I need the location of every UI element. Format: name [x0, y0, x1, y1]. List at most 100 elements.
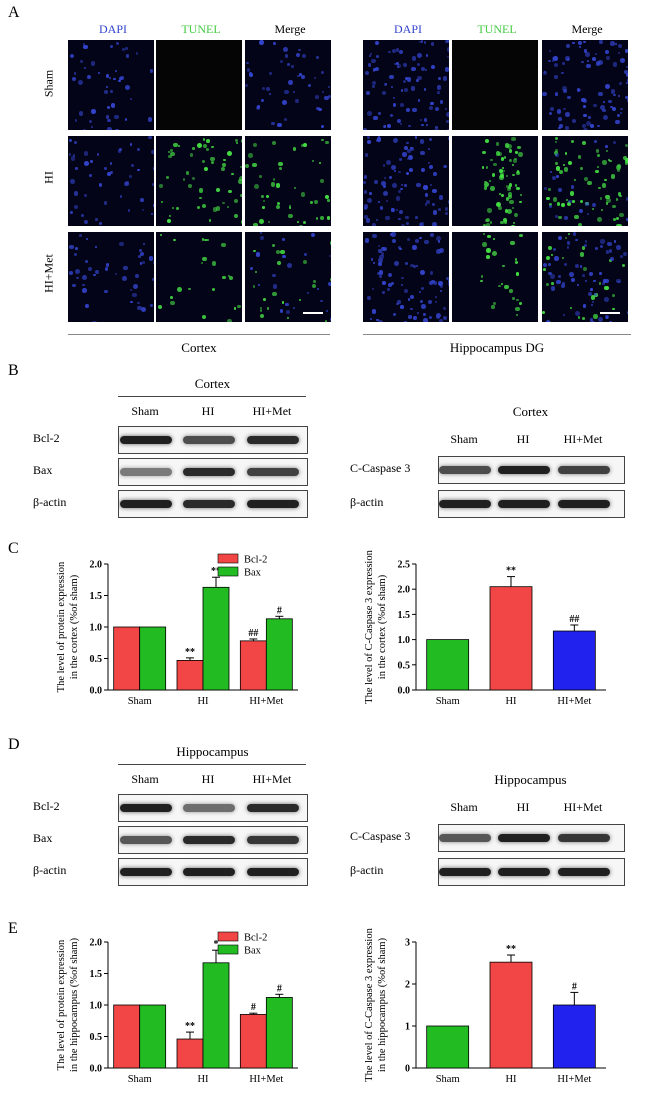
protein-label-bax: Bax	[33, 831, 53, 845]
dapi-nucleus	[408, 315, 412, 319]
dapi-nucleus	[548, 271, 552, 276]
dapi-nucleus	[423, 88, 426, 91]
dapi-nucleus	[115, 42, 119, 46]
dapi-nucleus	[382, 290, 385, 294]
bar-bcl-2-hi	[176, 1038, 204, 1069]
tunel-cell	[582, 317, 585, 320]
dapi-nucleus	[366, 197, 372, 203]
dapi-nucleus	[391, 282, 394, 286]
tunel-cell	[598, 282, 602, 286]
dapi-nucleus	[329, 316, 331, 322]
tunel-cell	[563, 167, 569, 172]
dapi-nucleus	[547, 263, 551, 266]
tunel-cell	[231, 172, 234, 176]
dapi-nucleus	[68, 153, 71, 156]
tunel-cell	[320, 179, 324, 184]
dapi-nucleus	[297, 74, 300, 77]
dapi-nucleus	[566, 95, 571, 100]
tunel-cell	[318, 162, 321, 165]
dapi-nucleus	[119, 241, 125, 247]
x-tick-label-hi: HI	[197, 696, 209, 707]
dapi-nucleus	[119, 76, 125, 81]
dapi-nucleus	[84, 194, 88, 198]
bar-bcl-2-hi-met	[239, 1014, 267, 1069]
legend-label-bax: Bax	[244, 946, 262, 957]
y-axis-title-line2: in the cortex (%of sham)	[69, 574, 80, 679]
dapi-nucleus	[74, 119, 77, 122]
significance-mark: #	[277, 605, 282, 616]
tunel-cell	[326, 216, 331, 221]
dapi-nucleus	[556, 109, 561, 114]
dapi-nucleus	[437, 91, 441, 95]
tunel-cell	[570, 140, 574, 144]
dapi-nucleus	[444, 108, 447, 111]
tunel-cell	[486, 255, 490, 259]
dapi-nucleus	[141, 306, 147, 312]
dapi-nucleus	[388, 273, 393, 278]
dapi-nucleus	[315, 95, 319, 99]
y-tick-label: 1	[405, 1022, 410, 1033]
blot-title: Cortex	[512, 404, 549, 419]
dapi-nucleus	[304, 252, 308, 257]
dapi-nucleus	[557, 236, 562, 241]
dapi-nucleus	[562, 282, 565, 285]
tunel-cell	[599, 196, 603, 200]
dapi-nucleus	[92, 320, 98, 322]
tunel-cell	[581, 141, 586, 146]
tunel-cell	[188, 183, 193, 188]
dapi-nucleus	[446, 55, 449, 59]
dapi-nucleus	[367, 63, 372, 67]
band-hi	[183, 804, 235, 812]
tunel-cell	[567, 233, 571, 236]
dapi-nucleus	[125, 181, 129, 186]
tunel-cell	[259, 175, 262, 178]
dapi-nucleus	[245, 83, 249, 88]
dapi-nucleus	[152, 278, 154, 281]
dapi-nucleus	[409, 307, 413, 311]
tunel-cell	[612, 217, 616, 221]
y-tick-label: 2.5	[398, 560, 411, 571]
lane-label-hi: HI	[516, 800, 530, 814]
tunel-cell	[498, 192, 502, 195]
tunel-cell	[190, 153, 194, 157]
tunel-cell	[503, 220, 508, 224]
band-hi	[183, 836, 235, 844]
dapi-nucleus	[106, 106, 110, 110]
dapi-nucleus	[74, 269, 80, 275]
tunel-cell	[215, 206, 221, 211]
chart-e-right: The level of C-Caspase 3 expression in th…	[364, 927, 606, 1085]
tunel-cell	[238, 176, 242, 182]
tunel-cell	[321, 138, 325, 142]
y-axis-title: The level of protein expression in the co…	[56, 561, 80, 692]
dapi-nucleus	[110, 44, 114, 48]
tunel-cell	[505, 143, 510, 148]
dapi-nucleus	[316, 106, 320, 111]
tunel-cell	[278, 167, 282, 171]
dapi-nucleus	[555, 174, 559, 178]
dapi-nucleus	[608, 99, 612, 104]
dapi-nucleus	[135, 274, 139, 278]
dapi-nucleus	[417, 98, 421, 102]
chart-c-right: The level of C-Caspase 3 expression in th…	[364, 549, 606, 707]
dapi-nucleus	[139, 197, 144, 202]
dapi-nucleus	[110, 170, 114, 175]
dapi-nucleus	[577, 284, 580, 287]
dapi-nucleus	[363, 128, 368, 130]
dapi-nucleus	[397, 118, 402, 123]
dapi-nucleus	[431, 102, 434, 105]
dapi-nucleus	[609, 256, 614, 261]
dapi-nucleus	[553, 63, 558, 68]
dapi-nucleus	[392, 49, 397, 54]
dapi-nucleus	[377, 271, 381, 275]
dapi-nucleus	[377, 111, 382, 116]
dapi-nucleus	[379, 254, 384, 260]
tunel-cell	[622, 156, 628, 161]
dapi-nucleus	[419, 222, 425, 226]
tunel-cell	[482, 233, 485, 236]
dapi-nucleus	[397, 245, 401, 249]
tunel-cell	[561, 203, 566, 207]
dapi-nucleus	[377, 200, 381, 203]
dapi-nucleus	[615, 42, 618, 45]
dapi-nucleus	[130, 163, 134, 167]
dapi-nucleus	[268, 92, 272, 96]
